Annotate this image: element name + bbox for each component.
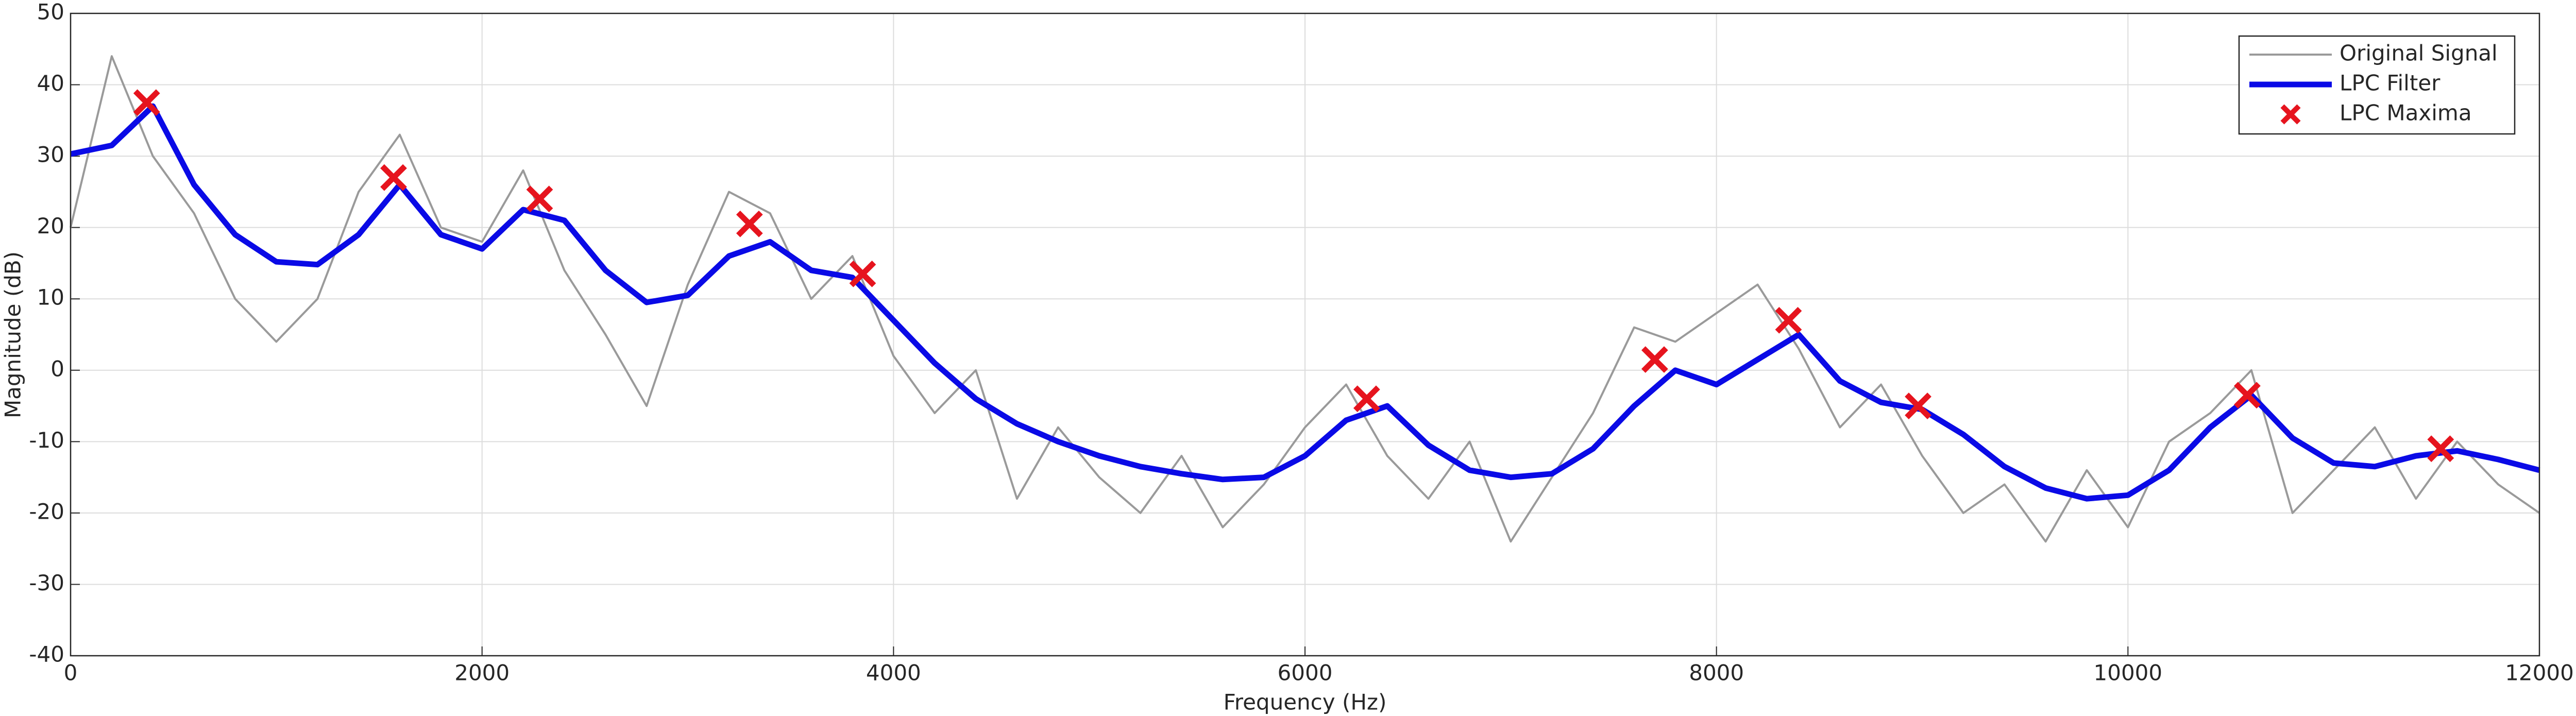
maximum-marker	[1775, 306, 1802, 334]
x-tick-label: 4000	[866, 660, 921, 686]
x-tick-label: 6000	[1278, 660, 1333, 686]
series-line	[70, 55, 2540, 543]
series-line	[70, 103, 2540, 502]
x-tick-label: 10000	[2094, 660, 2163, 686]
maximum-marker	[380, 164, 407, 191]
x-tick-label: 8000	[1689, 660, 1744, 686]
maximum-marker	[133, 89, 160, 116]
y-tick-label: -20	[29, 499, 64, 524]
maximum-marker	[1905, 393, 1931, 419]
legend-marker	[2280, 104, 2301, 125]
y-tick-label: 40	[37, 71, 64, 96]
maximum-marker	[849, 260, 876, 287]
legend-label: LPC Filter	[2340, 71, 2441, 96]
maximum-marker	[2234, 382, 2261, 409]
y-tick-label: 30	[37, 142, 64, 167]
y-tick-label: -40	[29, 642, 64, 667]
y-tick-label: -30	[29, 570, 64, 595]
legend-label: Original Signal	[2340, 41, 2498, 66]
y-axis-label: Magnitude (dB)	[1, 251, 26, 418]
y-tick-label: 0	[50, 356, 64, 381]
maximum-marker	[1641, 346, 1668, 373]
y-tick-label: -10	[29, 428, 64, 453]
x-axis-label: Frequency (Hz)	[1224, 690, 1387, 715]
y-tick-label: 50	[37, 0, 64, 25]
maximum-marker	[2427, 435, 2454, 463]
y-tick-label: 20	[37, 213, 64, 238]
legend-label: LPC Maxima	[2340, 100, 2472, 126]
x-tick-label: 0	[64, 660, 78, 686]
y-tick-label: 10	[37, 285, 64, 310]
maximum-marker	[1353, 385, 1380, 413]
maximum-marker	[736, 210, 763, 237]
axes-frame	[70, 12, 2540, 657]
x-tick-label: 12000	[2505, 660, 2574, 686]
x-tick-label: 2000	[454, 660, 510, 686]
maximum-marker	[526, 185, 553, 213]
